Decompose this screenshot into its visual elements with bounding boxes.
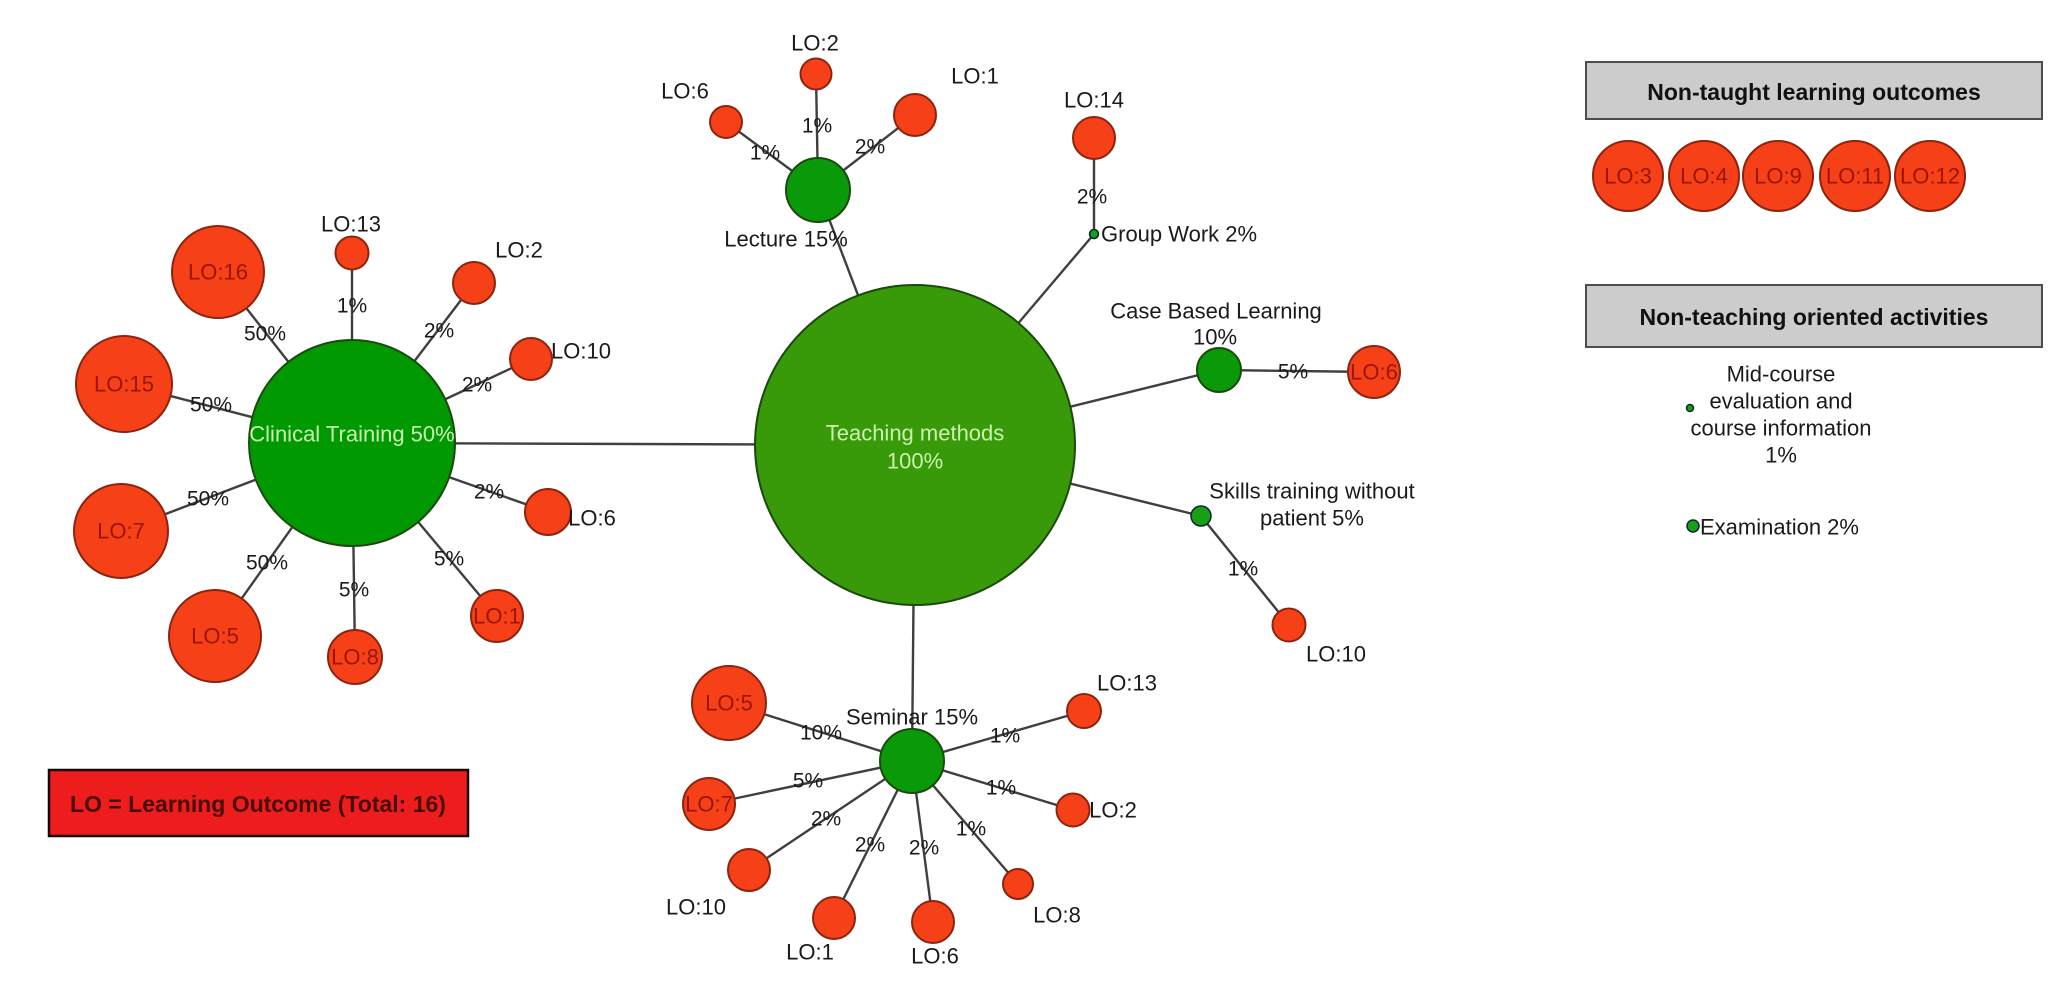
svg-text:1%: 1% [337,295,367,318]
svg-text:2%: 2% [909,837,939,860]
svg-text:LO:13: LO:13 [1097,671,1157,696]
svg-text:2%: 2% [462,374,492,397]
svg-text:LO:14: LO:14 [1064,88,1124,113]
svg-text:2%: 2% [1077,186,1107,209]
svg-text:5%: 5% [1278,361,1308,384]
svg-text:10%: 10% [1193,325,1237,350]
svg-text:LO:10: LO:10 [1306,642,1366,667]
svg-text:LO:1: LO:1 [951,64,999,89]
svg-text:Clinical Training 50%: Clinical Training 50% [249,422,454,447]
svg-text:1%: 1% [750,142,780,165]
svg-text:evaluation and: evaluation and [1709,389,1852,414]
svg-text:LO:6: LO:6 [568,506,616,531]
svg-text:patient 5%: patient 5% [1260,506,1364,531]
svg-text:2%: 2% [855,834,885,857]
svg-text:LO:7: LO:7 [685,792,733,817]
svg-text:LO:13: LO:13 [321,212,381,237]
svg-text:5%: 5% [434,548,464,571]
svg-text:1%: 1% [990,725,1020,748]
svg-text:LO:2: LO:2 [1089,798,1137,823]
svg-text:LO:1: LO:1 [473,604,521,629]
svg-text:1%: 1% [1765,443,1797,468]
svg-text:50%: 50% [190,394,232,417]
svg-text:LO:2: LO:2 [495,238,543,263]
svg-text:LO:4: LO:4 [1680,164,1728,189]
svg-text:Seminar 15%: Seminar 15% [846,705,978,730]
svg-text:2%: 2% [424,320,454,343]
svg-text:LO:3: LO:3 [1604,164,1652,189]
svg-text:2%: 2% [474,481,504,504]
svg-text:Skills training without: Skills training without [1209,479,1414,504]
svg-text:Case Based Learning: Case Based Learning [1110,299,1322,324]
svg-text:1%: 1% [1228,558,1258,581]
svg-text:100%: 100% [887,449,943,474]
svg-text:10%: 10% [800,722,842,745]
svg-text:LO:1: LO:1 [786,940,834,965]
svg-text:Examination 2%: Examination 2% [1700,515,1859,540]
svg-text:5%: 5% [793,770,823,793]
svg-text:LO:2: LO:2 [791,31,839,56]
svg-text:1%: 1% [956,818,986,841]
svg-text:1%: 1% [986,777,1016,800]
svg-text:LO:11: LO:11 [1826,164,1884,189]
svg-text:LO = Learning Outcome (Total:: LO = Learning Outcome (Total: 16) [70,791,446,817]
svg-text:1%: 1% [802,115,832,138]
svg-text:Lecture 15%: Lecture 15% [724,227,848,252]
svg-text:Teaching methods: Teaching methods [826,421,1005,446]
svg-text:5%: 5% [339,579,369,602]
svg-text:Group Work 2%: Group Work 2% [1101,222,1257,247]
svg-text:LO:5: LO:5 [191,624,239,649]
svg-text:LO:5: LO:5 [705,691,753,716]
svg-text:LO:6: LO:6 [661,79,709,104]
svg-text:LO:6: LO:6 [911,944,959,969]
svg-text:LO:6: LO:6 [1350,360,1398,385]
svg-text:Non-taught learning outcomes: Non-taught learning outcomes [1647,79,1981,105]
svg-text:Non-teaching oriented activiti: Non-teaching oriented activities [1640,304,1989,330]
svg-text:LO:9: LO:9 [1754,164,1802,189]
svg-text:2%: 2% [811,808,841,831]
svg-text:LO:10: LO:10 [666,895,726,920]
svg-text:50%: 50% [187,488,229,511]
svg-text:LO:12: LO:12 [1900,164,1960,189]
svg-text:LO:8: LO:8 [1033,903,1081,928]
svg-text:50%: 50% [246,552,288,575]
svg-text:50%: 50% [244,323,286,346]
svg-text:LO:16: LO:16 [188,260,248,285]
svg-text:LO:7: LO:7 [97,519,145,544]
svg-text:LO:8: LO:8 [331,645,379,670]
svg-text:2%: 2% [855,136,885,159]
svg-text:LO:15: LO:15 [94,372,154,397]
svg-text:course information: course information [1691,416,1872,441]
svg-text:Mid-course: Mid-course [1727,362,1836,387]
svg-text:LO:10: LO:10 [551,339,611,364]
